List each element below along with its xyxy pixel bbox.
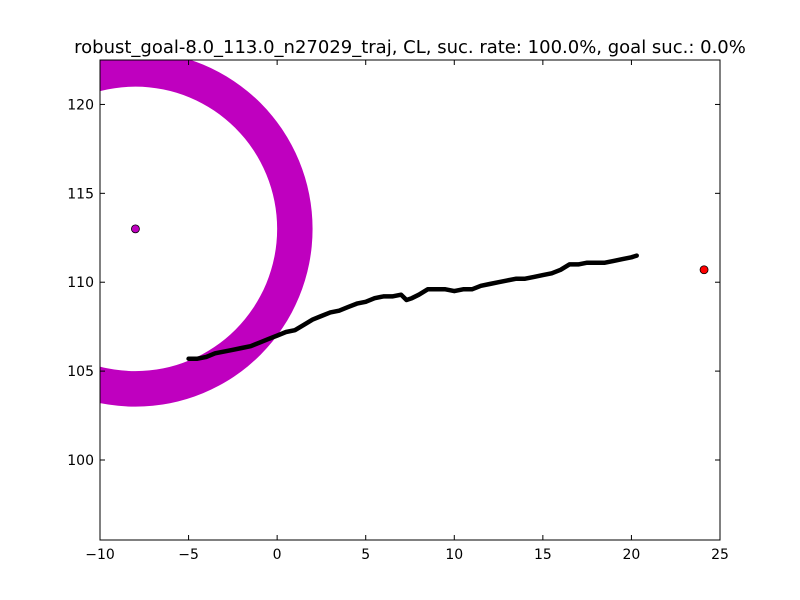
end-point (699, 265, 709, 275)
x-tick-label: −5 (178, 547, 199, 563)
x-tick-label: 0 (273, 547, 282, 563)
y-tick-label: 115 (67, 186, 94, 202)
plot-area (100, 60, 709, 407)
goal-region-ring (100, 60, 313, 407)
y-tick-label: 105 (67, 364, 94, 380)
x-tick-label: 10 (445, 547, 463, 563)
chart-title: robust_goal-8.0_113.0_n27029_traj, CL, s… (74, 37, 746, 58)
x-tick-label: 5 (361, 547, 370, 563)
x-tick-label: −10 (85, 547, 115, 563)
y-tick-label: 100 (67, 453, 94, 469)
axes: −10 −5 0 5 10 15 20 25 100 105 110 115 120 (67, 59, 729, 563)
goal-point (131, 224, 140, 234)
x-tick-label: 15 (534, 547, 552, 563)
x-tick-label: 20 (623, 547, 641, 563)
axes-frame (99, 59, 721, 541)
trajectory-line-0 (186, 253, 639, 361)
y-tick-label: 120 (67, 97, 94, 113)
x-tick-label: 25 (711, 547, 729, 563)
y-tick-label: 110 (67, 275, 94, 291)
